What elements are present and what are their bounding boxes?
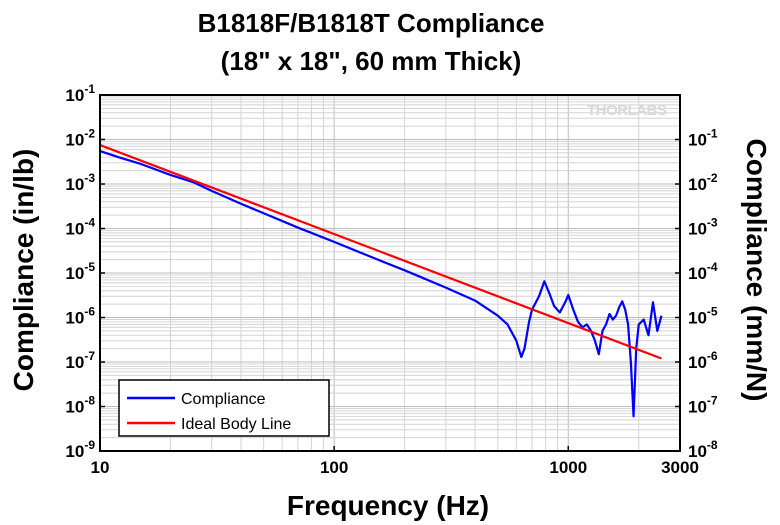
y2-tick-label: 10-1 bbox=[688, 127, 718, 150]
y2-tick-label: 10-4 bbox=[688, 260, 718, 283]
thorlabs-watermark: THORLABS bbox=[587, 102, 667, 119]
compliance-series-line bbox=[99, 150, 663, 418]
x-tick-label: 1000 bbox=[549, 458, 587, 477]
ideal-body-series-line bbox=[99, 144, 662, 360]
y-tick-label: 10-5 bbox=[65, 260, 95, 283]
y2-tick-label: 10-8 bbox=[688, 438, 718, 461]
chart-title-line1: B1818F/B1818T Compliance bbox=[198, 8, 545, 38]
series-layer bbox=[99, 144, 663, 418]
x-tick-label: 10 bbox=[91, 458, 110, 477]
y-tick-label: 10-7 bbox=[65, 349, 95, 372]
y2-tick-label: 10-5 bbox=[688, 305, 718, 328]
y-tick-label: 10-1 bbox=[65, 82, 95, 105]
x-tick-label: 3000 bbox=[661, 458, 699, 477]
legend-label-ideal-body-line: Ideal Body Line bbox=[181, 416, 291, 433]
y-tick-label: 10-9 bbox=[65, 438, 95, 461]
legend-label-compliance: Compliance bbox=[181, 391, 266, 408]
legend-box bbox=[118, 379, 330, 437]
tick-layer: 10 100 1000 3000 10-1 10-2 10-3 10-4 10-5 10-6 10-… bbox=[65, 82, 718, 477]
y-tick-label: 10-4 bbox=[65, 216, 95, 239]
y2-tick-label: 10-3 bbox=[688, 216, 718, 239]
legend: Compliance Ideal Body Line bbox=[118, 379, 330, 437]
x-axis-label: Frequency (Hz) bbox=[287, 490, 489, 521]
y-tick-label: 10-2 bbox=[65, 127, 95, 150]
chart-title-line2: (18" x 18", 60 mm Thick) bbox=[221, 46, 522, 76]
y2-tick-label: 10-2 bbox=[688, 171, 718, 194]
y2-tick-label: 10-6 bbox=[688, 349, 718, 372]
x-tick-label: 100 bbox=[320, 458, 348, 477]
y-tick-label: 10-3 bbox=[65, 171, 95, 194]
y2-axis-label: Compliance (mm/N) bbox=[741, 139, 772, 402]
y-axis-label: Compliance (in/lb) bbox=[8, 149, 39, 392]
y2-tick-label: 10-7 bbox=[688, 394, 718, 417]
y-tick-label: 10-8 bbox=[65, 394, 95, 417]
grid-lines bbox=[99, 95, 681, 452]
y-tick-label: 10-6 bbox=[65, 305, 95, 328]
